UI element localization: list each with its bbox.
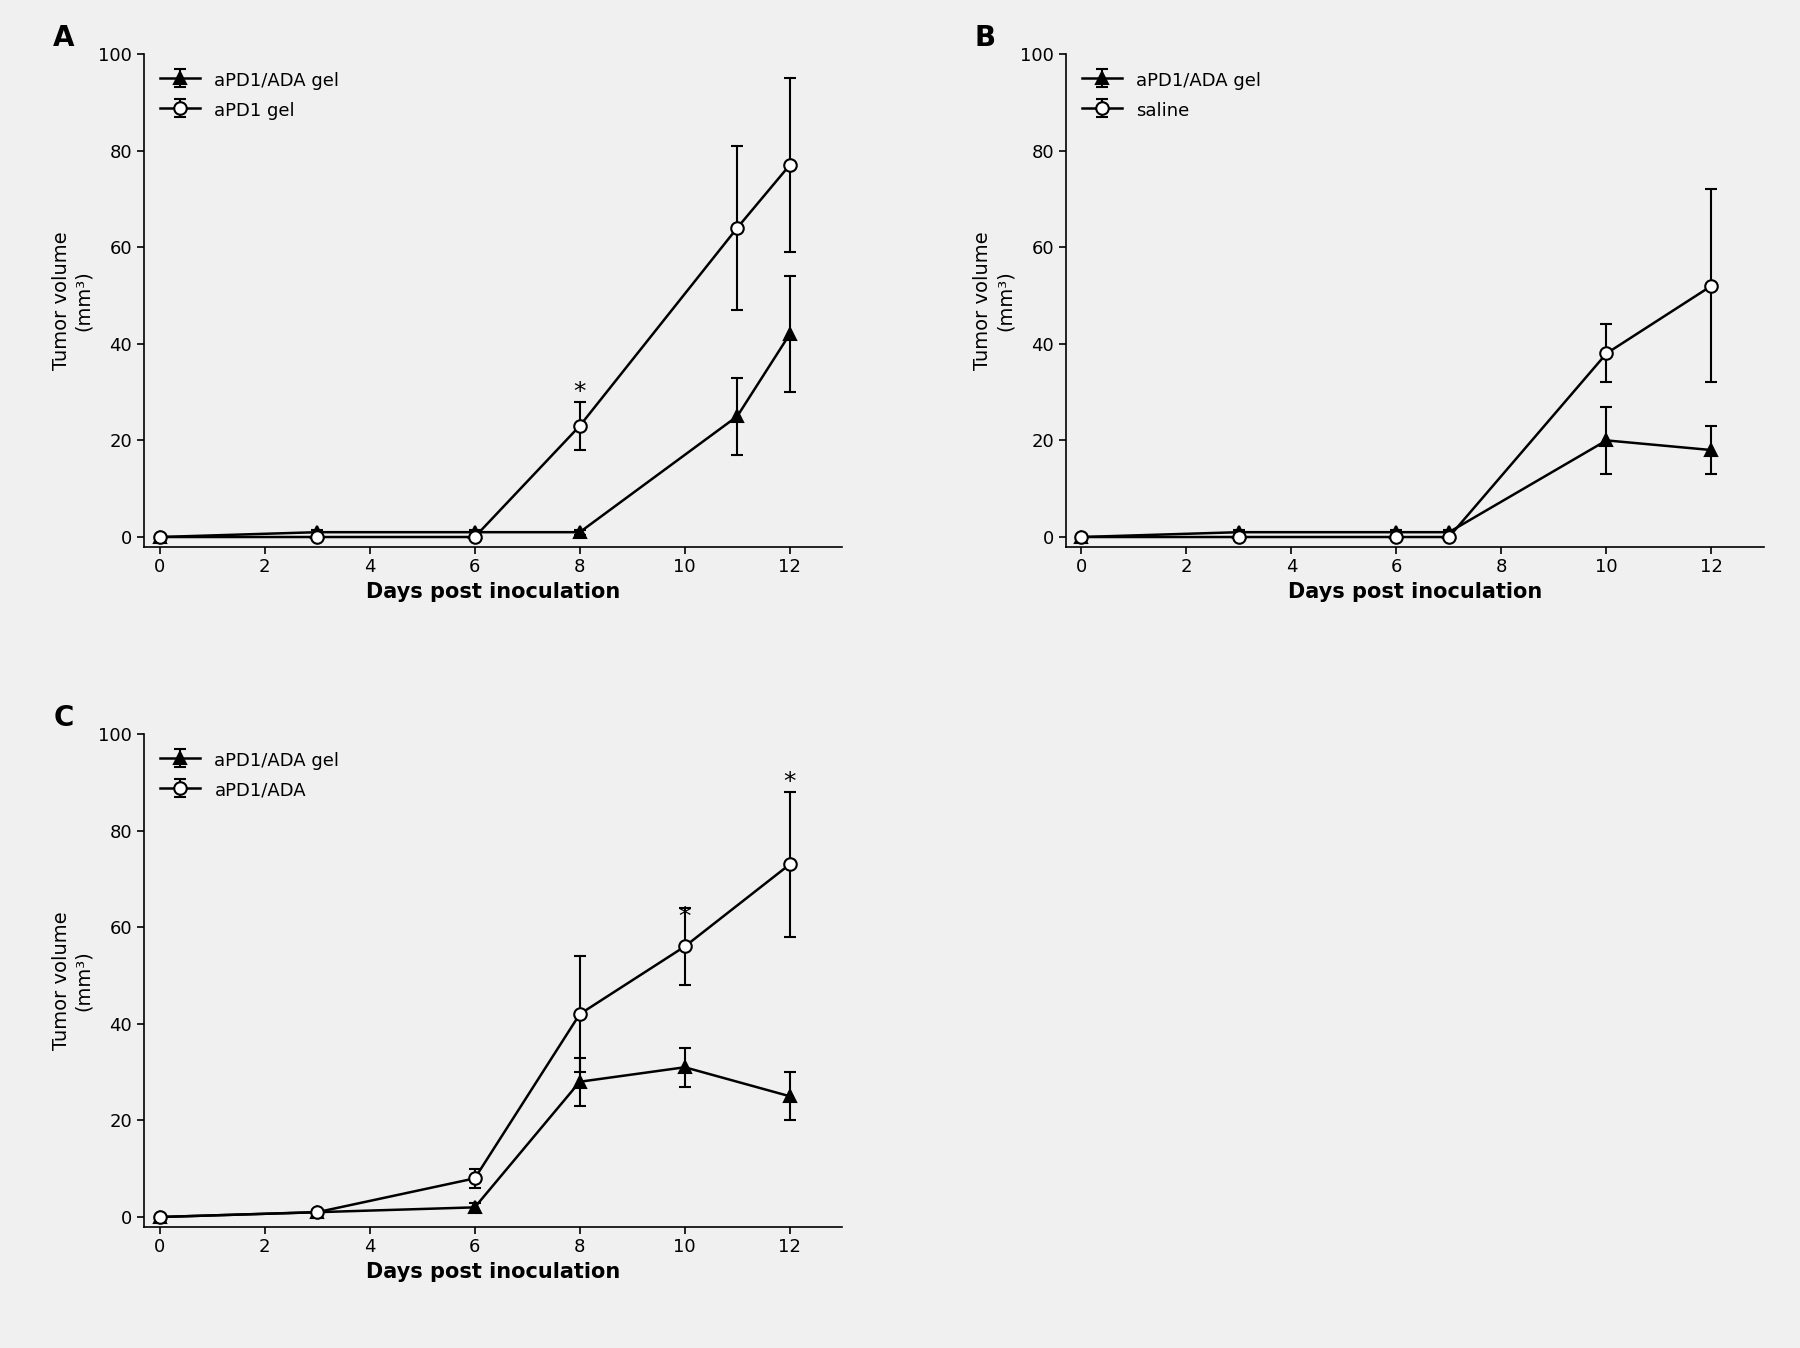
Text: *: * xyxy=(679,906,691,930)
Legend: aPD1/ADA gel, saline: aPD1/ADA gel, saline xyxy=(1075,63,1269,127)
X-axis label: Days post inoculation: Days post inoculation xyxy=(365,1262,621,1282)
Text: *: * xyxy=(574,380,587,404)
X-axis label: Days post inoculation: Days post inoculation xyxy=(365,582,621,603)
Y-axis label: Tumor volume
(mm³): Tumor volume (mm³) xyxy=(52,911,94,1050)
Y-axis label: Tumor volume
(mm³): Tumor volume (mm³) xyxy=(974,231,1015,369)
X-axis label: Days post inoculation: Days post inoculation xyxy=(1287,582,1543,603)
Text: B: B xyxy=(976,24,995,53)
Text: *: * xyxy=(783,770,796,794)
Y-axis label: Tumor volume
(mm³): Tumor volume (mm³) xyxy=(52,231,94,369)
Legend: aPD1/ADA gel, aPD1 gel: aPD1/ADA gel, aPD1 gel xyxy=(153,63,347,127)
Text: A: A xyxy=(54,24,76,53)
Legend: aPD1/ADA gel, aPD1/ADA: aPD1/ADA gel, aPD1/ADA xyxy=(153,743,347,807)
Text: C: C xyxy=(54,705,74,732)
